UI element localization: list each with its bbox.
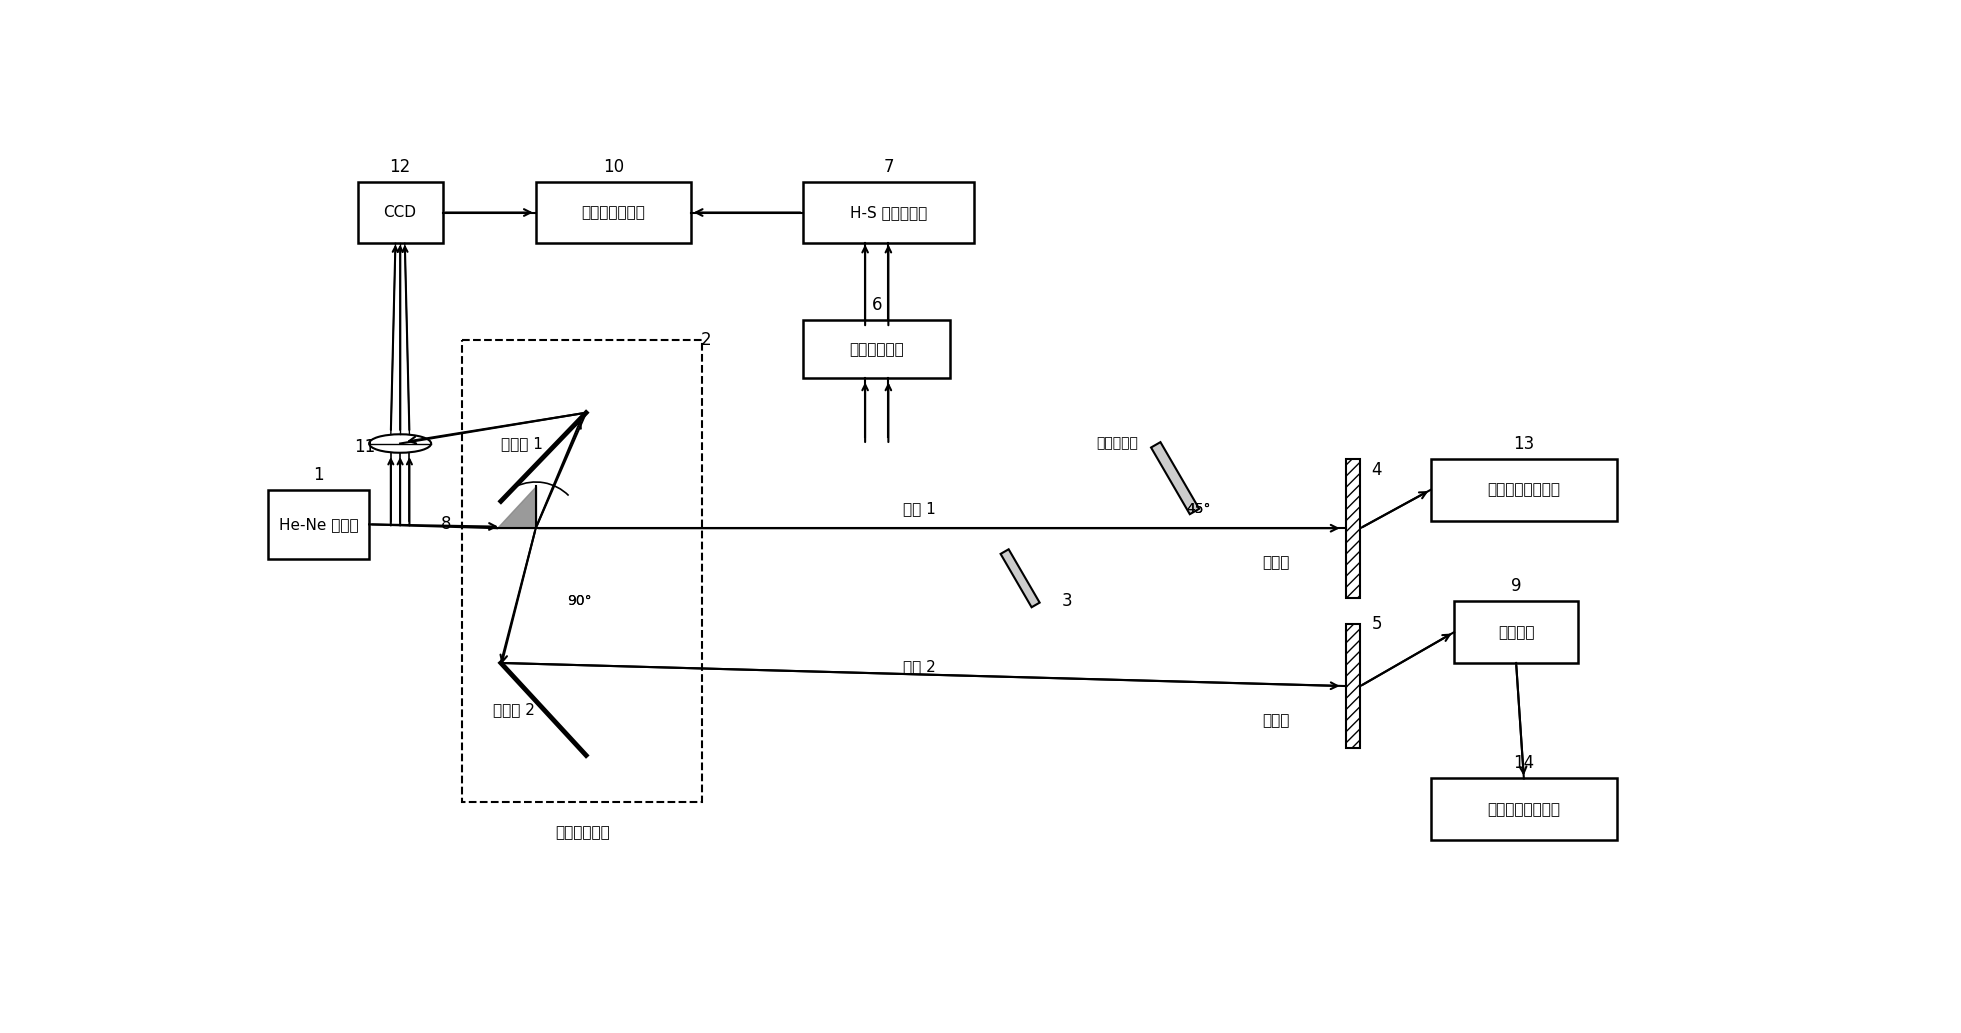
Ellipse shape [369,434,431,452]
Bar [463,340,702,802]
Text: 光束 1: 光束 1 [902,501,935,516]
Text: 步进电机和控制器: 步进电机和控制器 [1486,482,1561,497]
Text: H-S 波前传感器: H-S 波前传感器 [849,205,928,220]
Bar [535,182,690,244]
Polygon shape [496,486,535,528]
Bar [1432,779,1618,840]
Text: 凹面镜: 凹面镜 [1263,713,1290,728]
Text: 8: 8 [441,515,451,533]
Polygon shape [1000,550,1039,607]
Text: 90°: 90° [567,594,592,608]
Text: CCD: CCD [384,205,416,220]
Text: 9: 9 [1510,577,1522,595]
Text: 光束匹配系统: 光束匹配系统 [849,342,904,356]
Text: 自准直仪: 自准直仪 [1498,625,1534,639]
Bar [357,182,443,244]
Text: 7: 7 [882,158,894,176]
Bar [804,182,973,244]
Text: 耦合输出镜: 耦合输出镜 [1096,437,1137,450]
Bar [269,490,369,559]
Bar [1347,459,1361,597]
Bar [1455,601,1579,663]
Bar [1347,625,1361,748]
Text: 光束 2: 光束 2 [902,659,935,675]
Text: 6: 6 [871,296,882,314]
Text: 反射镜 1: 反射镜 1 [500,436,543,451]
Bar [1432,459,1618,521]
Text: 90°: 90° [567,594,592,608]
Text: 4: 4 [1371,462,1383,479]
Text: He-Ne 激光器: He-Ne 激光器 [278,516,359,532]
Text: 反射镜 2: 反射镜 2 [492,701,535,717]
Text: 11: 11 [355,438,377,457]
Text: 10: 10 [602,158,624,176]
Bar [804,320,951,378]
Polygon shape [1151,442,1200,514]
Text: 1: 1 [314,466,324,483]
Text: 14: 14 [1514,754,1534,773]
Text: 3: 3 [1061,592,1073,611]
Text: 45°: 45° [1186,502,1212,515]
Text: 45°: 45° [1186,502,1212,515]
Text: 数据处理计算机: 数据处理计算机 [580,205,645,220]
Text: 反射镜模块组: 反射镜模块组 [555,824,610,840]
Text: 凸面镜: 凸面镜 [1263,556,1290,570]
Text: 13: 13 [1514,435,1535,452]
Text: 5: 5 [1371,616,1383,633]
Text: 步进电机和控制器: 步进电机和控制器 [1486,802,1561,817]
Text: 2: 2 [700,331,712,348]
Text: 12: 12 [390,158,410,176]
